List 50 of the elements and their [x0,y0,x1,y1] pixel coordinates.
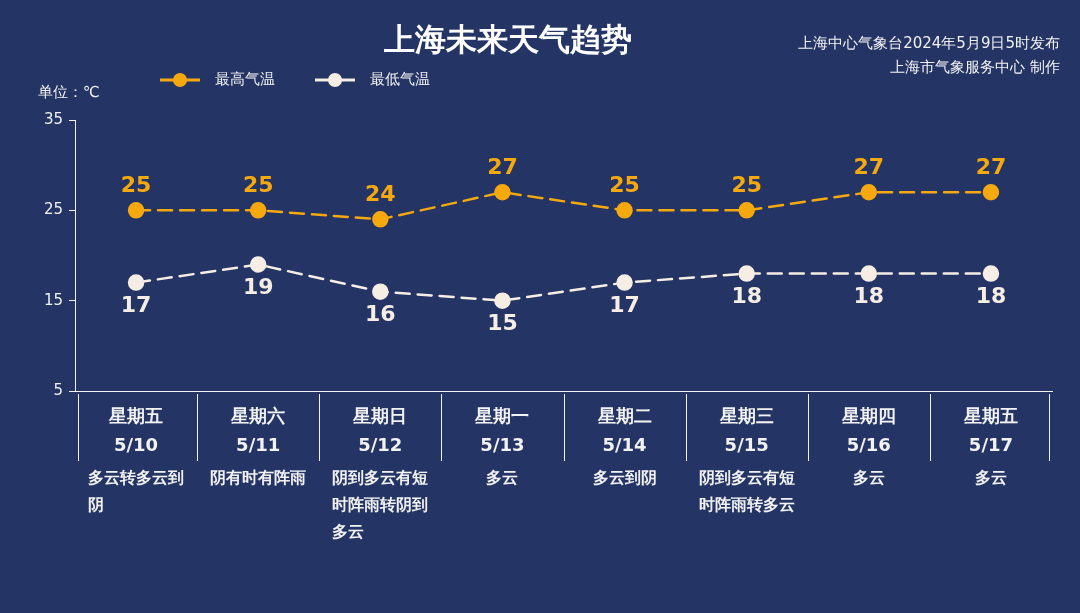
point [494,292,511,309]
data-label: 25 [120,172,152,198]
x-tick-label: 星期五 5/10 多云转多云到阴 [88,404,185,515]
data-label: 27 [975,153,1007,179]
data-label: 25 [242,172,274,198]
y-axis-title: 单位：℃ [38,82,100,101]
point [982,265,1000,282]
data-label: 16 [365,301,396,327]
point [738,265,755,282]
legend-label: 最低气温 [370,69,430,88]
point [249,202,267,219]
point [860,184,878,201]
point [372,211,389,228]
point [860,265,878,282]
chart-title: 上海未来天气趋势 [382,21,632,58]
y-tick-label: 25 [43,200,63,219]
data-label: 18 [975,283,1007,309]
text: 上海中心气象台2024年5月9日5时发布 [798,33,1060,52]
data-label: 18 [853,283,885,309]
data-label: 27 [853,153,885,179]
data-label: 17 [120,292,152,318]
text: 上海市气象服务中心 制作 [890,57,1060,76]
data-label: 25 [609,172,640,198]
legend-label: 最高气温 [215,69,275,88]
y-tick-label: 35 [43,109,63,128]
x-tick-label: 星期一 5/13 多云 [474,404,530,488]
point [372,283,389,300]
point [738,202,755,219]
data-label: 19 [242,274,274,300]
data-label: 24 [365,181,396,207]
point [249,256,267,273]
data-label: 25 [731,172,762,198]
point [616,202,633,219]
point [616,274,633,291]
x-tick-label: 星期二 5/14 多云到阴 [592,404,657,488]
x-tick-label: 星期四 5/16 多云 [840,404,896,488]
data-label: 27 [487,153,518,179]
data-label: 18 [731,283,762,309]
data-label: 15 [487,310,518,336]
x-tick-label: 星期五 5/17 多云 [962,404,1018,488]
data-label: 17 [609,292,640,318]
x-tick-label: 星期六 5/11 阴有时有阵雨 [210,404,307,488]
y-tick-label: 15 [43,290,63,309]
x-tick-label: 星期三 5/15 阴到多云有短时阵雨转多云 [698,404,795,515]
point [127,202,145,219]
point [127,274,145,291]
x-tick-label: 星期日 5/12 阴到多云有短时阵雨转阴到多云 [332,404,429,542]
point [494,184,511,201]
y-tick-label: 5 [53,380,63,399]
point [982,184,1000,201]
